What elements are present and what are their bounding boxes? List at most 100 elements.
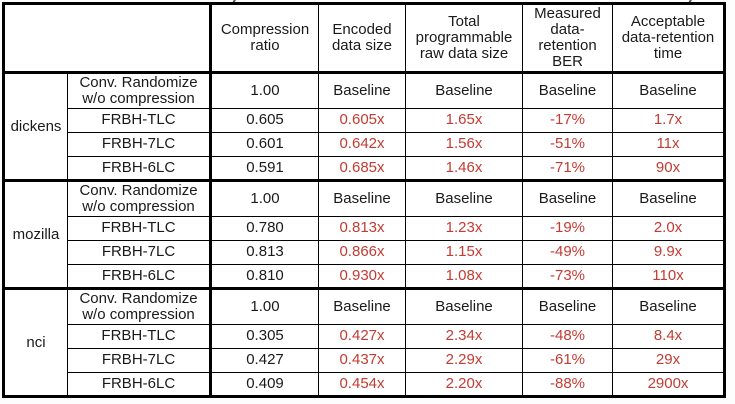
cell-encoded-size: Baseline [318,71,406,110]
cell-retention-time: Baseline [612,287,725,326]
scheme-label: FRBH-7LC [67,240,211,266]
cell-encoded-size: 0.454x [318,372,406,398]
table-row: FRBH-6LC 0.591 0.685x 1.46x -71% 90x [4,156,725,182]
table-row: FRBH-7LC 0.427 0.437x 2.29x -61% 29x [4,348,725,374]
table-row: FRBH-7LC 0.813 0.866x 1.15x -49% 9.9x [4,240,725,266]
cell-compression-ratio: 0.409 [209,372,319,398]
scheme-label: Conv. Randomize w/o compression [67,71,211,110]
table-row: FRBH-TLC 0.305 0.427x 2.34x -48% 8.4x [4,324,725,350]
cell-retention-time: 90x [612,156,725,182]
group-dickens: dickens Conv. Randomize w/o compression … [3,71,725,182]
cell-raw-size: 2.34x [405,324,523,350]
cell-retention-time: 8.4x [612,324,725,350]
cell-raw-size: Baseline [405,287,523,326]
table-row: mozilla Conv. Randomize w/o compression … [3,179,725,290]
cell-retention-time: 11x [612,132,725,158]
cell-compression-ratio: 0.427 [209,348,319,374]
cell-raw-size: 1.46x [405,156,523,182]
cell-raw-size: 1.15x [405,240,523,266]
dataset-label: nci [3,287,68,398]
cell-encoded-size: 0.813x [318,216,406,242]
cell-retention-time: 29x [612,348,725,374]
group-nci: nci Conv. Randomize w/o compression 1.00… [3,287,725,398]
group-mozilla: mozilla Conv. Randomize w/o compression … [3,179,725,290]
table-row: FRBH-6LC 0.810 0.930x 1.08x -73% 110x [4,264,725,290]
cell-raw-size: 1.56x [405,132,523,158]
table-row: dickens Conv. Randomize w/o compression … [3,71,725,182]
cell-compression-ratio: 0.601 [209,132,319,158]
cell-compression-ratio: 1.00 [209,71,319,110]
dataset-label: mozilla [3,179,68,290]
cell-retention-ber: -73% [522,264,613,290]
cell-retention-time: 2900x [612,372,725,398]
cell-retention-ber: -49% [522,240,613,266]
cell-encoded-size: 0.642x [318,132,406,158]
cell-compression-ratio: 0.810 [209,264,319,290]
col-header-retention-time: Acceptable data-retention time [612,2,725,75]
cell-encoded-size: 0.930x [318,264,406,290]
cell-encoded-size: 0.427x [318,324,406,350]
cell-raw-size: 2.20x [405,372,523,398]
cell-compression-ratio: 1.00 [209,179,319,218]
scheme-label: Conv. Randomize w/o compression [67,287,211,326]
col-header-raw-data-size: Total programmable raw data size [405,2,523,75]
cell-retention-ber: -61% [522,348,613,374]
scheme-label: FRBH-6LC [67,156,211,182]
cell-compression-ratio: 1.00 [209,287,319,326]
dataset-label: dickens [3,71,68,182]
table-row: FRBH-TLC 0.780 0.813x 1.23x -19% 2.0x [4,216,725,242]
cell-encoded-size: Baseline [318,287,406,326]
cell-compression-ratio: 0.780 [209,216,319,242]
cell-encoded-size: 0.685x [318,156,406,182]
scheme-label: FRBH-7LC [67,132,211,158]
cell-raw-size: 1.65x [405,108,523,134]
cell-retention-ber: -17% [522,108,613,134]
col-header-compression-ratio: Compression ratio [209,2,319,75]
col-header-encoded-data-size: Encoded data size [318,2,406,75]
table-row: FRBH-TLC 0.605 0.605x 1.65x -17% 1.7x [4,108,725,134]
cell-compression-ratio: 0.591 [209,156,319,182]
cell-retention-time: 1.7x [612,108,725,134]
cell-raw-size: 1.08x [405,264,523,290]
cell-retention-time: 9.9x [612,240,725,266]
table-header: Compression ratio Encoded data size Tota… [3,2,725,75]
cell-encoded-size: 0.866x [318,240,406,266]
cell-encoded-size: 0.437x [318,348,406,374]
scheme-label: FRBH-6LC [67,264,211,290]
cell-raw-size: Baseline [405,179,523,218]
cell-retention-ber: -51% [522,132,613,158]
scheme-label: Conv. Randomize w/o compression [67,179,211,218]
cell-raw-size: Baseline [405,71,523,110]
scheme-label: FRBH-6LC [67,372,211,398]
cell-retention-time: Baseline [612,71,725,110]
cell-retention-time: 110x [612,264,725,290]
cell-raw-size: 1.23x [405,216,523,242]
cell-compression-ratio: 0.813 [209,240,319,266]
scheme-label: FRBH-TLC [67,108,211,134]
results-table: Compression ratio Encoded data size Tota… [2,2,726,399]
cell-retention-ber: -88% [522,372,613,398]
col-header-retention-ber: Measured data-retention BER [522,2,613,75]
header-row: Compression ratio Encoded data size Tota… [3,2,725,75]
cell-compression-ratio: 0.605 [209,108,319,134]
cell-raw-size: 2.29x [405,348,523,374]
scheme-label: FRBH-7LC [67,348,211,374]
cell-retention-time: Baseline [612,179,725,218]
table-row: nci Conv. Randomize w/o compression 1.00… [3,287,725,398]
cell-retention-ber: Baseline [522,287,613,326]
cell-retention-ber: -19% [522,216,613,242]
scheme-label: FRBH-TLC [67,324,211,350]
scheme-label: FRBH-TLC [67,216,211,242]
cell-encoded-size: Baseline [318,179,406,218]
corner-cell [3,2,211,75]
cell-compression-ratio: 0.305 [209,324,319,350]
cell-retention-ber: Baseline [522,71,613,110]
cell-encoded-size: 0.605x [318,108,406,134]
table-row: FRBH-6LC 0.409 0.454x 2.20x -88% 2900x [4,372,725,398]
cell-retention-ber: -48% [522,324,613,350]
cell-retention-ber: -71% [522,156,613,182]
cell-retention-time: 2.0x [612,216,725,242]
table-row: FRBH-7LC 0.601 0.642x 1.56x -51% 11x [4,132,725,158]
cell-retention-ber: Baseline [522,179,613,218]
